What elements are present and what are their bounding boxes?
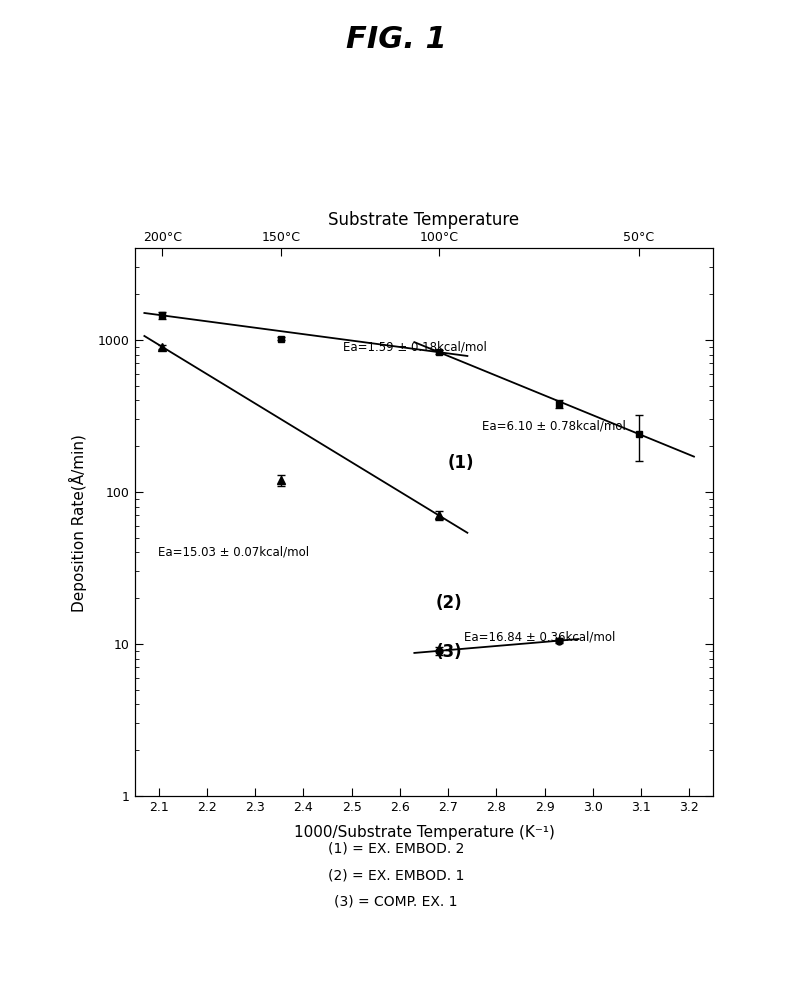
- Text: Ea=1.59 ± 0.18kcal/mol: Ea=1.59 ± 0.18kcal/mol: [343, 340, 486, 353]
- Text: (3) = COMP. EX. 1: (3) = COMP. EX. 1: [334, 895, 458, 908]
- Text: FIG. 1: FIG. 1: [345, 25, 447, 54]
- Y-axis label: Deposition Rate(Å/min): Deposition Rate(Å/min): [69, 434, 87, 611]
- Text: Substrate Temperature: Substrate Temperature: [328, 211, 520, 229]
- Text: (2) = EX. EMBOD. 1: (2) = EX. EMBOD. 1: [328, 868, 464, 882]
- Text: Ea=15.03 ± 0.07kcal/mol: Ea=15.03 ± 0.07kcal/mol: [158, 545, 309, 558]
- Text: (2): (2): [436, 593, 462, 611]
- X-axis label: 1000/Substrate Temperature (K⁻¹): 1000/Substrate Temperature (K⁻¹): [293, 825, 554, 840]
- Text: (3): (3): [436, 643, 462, 661]
- Text: (1): (1): [447, 454, 474, 472]
- Text: Ea=16.84 ± 0.36kcal/mol: Ea=16.84 ± 0.36kcal/mol: [464, 630, 615, 643]
- Text: Ea=6.10 ± 0.78kcal/mol: Ea=6.10 ± 0.78kcal/mol: [482, 419, 626, 433]
- Text: (1) = EX. EMBOD. 2: (1) = EX. EMBOD. 2: [328, 841, 464, 855]
